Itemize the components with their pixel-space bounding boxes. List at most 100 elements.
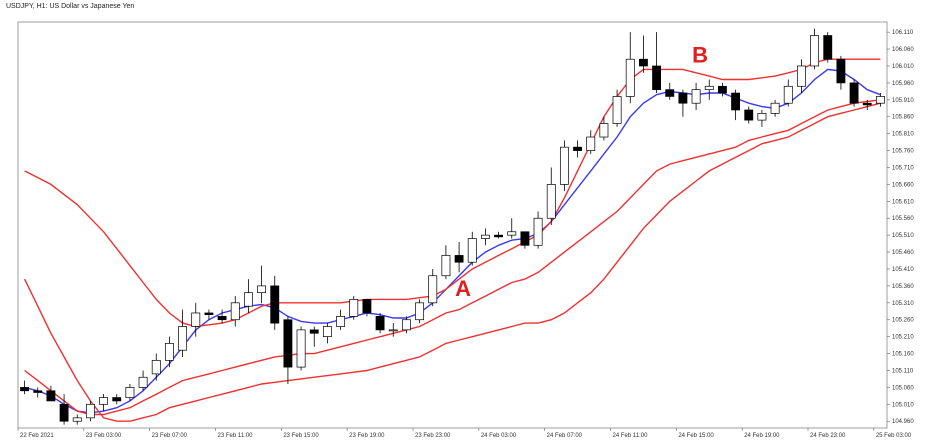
candle-body	[270, 285, 280, 324]
candle-body	[85, 403, 95, 419]
candle-body	[849, 82, 859, 104]
plot-frame	[17, 21, 888, 429]
y-tick-label: 105.060	[892, 385, 914, 391]
candle-body	[336, 316, 346, 327]
candle-body	[731, 92, 741, 111]
candle-body	[533, 217, 543, 246]
y-tick-label: 105.510	[892, 233, 914, 239]
candle-body	[401, 319, 411, 331]
x-tick-label: 25 Feb 03:00	[876, 433, 912, 439]
candle-body	[625, 58, 635, 97]
candle-body	[441, 255, 451, 277]
x-tick-label: 24 Feb 07:00	[547, 433, 583, 439]
candle-body	[72, 417, 82, 422]
candle-body	[191, 312, 201, 327]
y-tick-label: 104.960	[892, 419, 914, 425]
candle-body	[454, 255, 464, 263]
candle-body	[796, 65, 806, 87]
y-tick-label: 105.210	[892, 335, 914, 341]
y-tick-label: 105.010	[892, 402, 914, 408]
candle-body	[59, 403, 69, 422]
y-tick-label: 105.410	[892, 267, 914, 273]
candle-body	[467, 238, 477, 263]
x-tick-label: 23 Feb 15:00	[283, 433, 319, 439]
candle-body	[33, 390, 43, 393]
candle-body	[164, 343, 174, 361]
x-tick-label: 24 Feb 19:00	[744, 433, 780, 439]
candle-body	[99, 397, 109, 405]
x-tick-label: 22 Feb 2021	[20, 433, 54, 439]
candle-body	[770, 102, 780, 114]
y-tick-label: 106.110	[892, 30, 914, 36]
candle-body	[388, 329, 398, 332]
candle-body	[428, 275, 438, 304]
candle-body	[783, 85, 793, 104]
candle-body	[862, 102, 872, 106]
candle-body	[230, 302, 240, 321]
candle-body	[138, 376, 148, 388]
candle-body	[717, 85, 727, 94]
candle-body	[494, 234, 504, 238]
y-tick-label: 105.760	[892, 149, 914, 155]
y-tick-label: 105.110	[892, 368, 914, 374]
band-line	[24, 99, 881, 416]
candle-body	[349, 299, 359, 317]
candle-body	[559, 146, 569, 185]
y-tick-label: 105.660	[892, 182, 914, 188]
candle-body	[125, 387, 135, 398]
candle-body	[375, 316, 385, 331]
candle-body	[875, 96, 885, 104]
y-tick-label: 105.560	[892, 216, 914, 222]
candle-body	[283, 319, 293, 368]
candle-body	[573, 146, 583, 151]
candle-body	[296, 329, 306, 368]
x-tick-label: 23 Feb 11:00	[218, 433, 254, 439]
candle-body	[243, 292, 253, 307]
candle-body	[362, 299, 372, 314]
band-line	[24, 58, 881, 328]
candle-body	[415, 302, 425, 321]
y-tick-label: 105.610	[892, 199, 914, 205]
candle-body	[480, 234, 490, 239]
y-tick-label: 105.810	[892, 132, 914, 138]
candle-body	[217, 316, 227, 321]
y-tick-label: 106.010	[892, 64, 914, 70]
x-tick-label: 24 Feb 03:00	[481, 433, 517, 439]
y-tick-label: 105.310	[892, 301, 914, 307]
candle-body	[757, 112, 767, 121]
x-tick-label: 24 Feb 15:00	[678, 433, 714, 439]
y-tick-label: 105.460	[892, 250, 914, 256]
candle-body	[46, 390, 56, 402]
candle-body	[691, 89, 701, 104]
candle-body	[151, 359, 161, 375]
annotation-label: A	[455, 276, 471, 301]
candle-body	[678, 92, 688, 104]
annotation-label: B	[692, 43, 708, 68]
y-tick-label: 105.710	[892, 165, 914, 171]
candle-body	[586, 136, 596, 151]
candle-body	[20, 387, 30, 392]
chart-title: USDJPY, H1: US Dollar vs Japanese Yen	[6, 3, 135, 10]
x-tick-label: 24 Feb 23:00	[810, 433, 846, 439]
candle-body	[257, 285, 267, 294]
candle-body	[612, 96, 622, 124]
y-tick-label: 106.060	[892, 47, 914, 53]
y-tick-label: 105.160	[892, 352, 914, 358]
x-tick-label: 23 Feb 23:00	[415, 433, 451, 439]
candle-body	[309, 329, 319, 334]
candle-body	[665, 89, 675, 97]
candle-body	[652, 65, 662, 91]
candle-body	[546, 184, 556, 219]
candle-body	[704, 85, 714, 91]
candle-body	[744, 109, 754, 121]
x-tick-label: 24 Feb 11:00	[613, 433, 649, 439]
y-tick-label: 105.960	[892, 81, 914, 87]
y-tick-label: 105.360	[892, 284, 914, 290]
candle-body	[823, 35, 833, 60]
band-line	[23, 102, 881, 422]
y-tick-label: 105.910	[892, 98, 914, 104]
candle-body	[599, 123, 609, 138]
candle-body	[112, 397, 122, 402]
